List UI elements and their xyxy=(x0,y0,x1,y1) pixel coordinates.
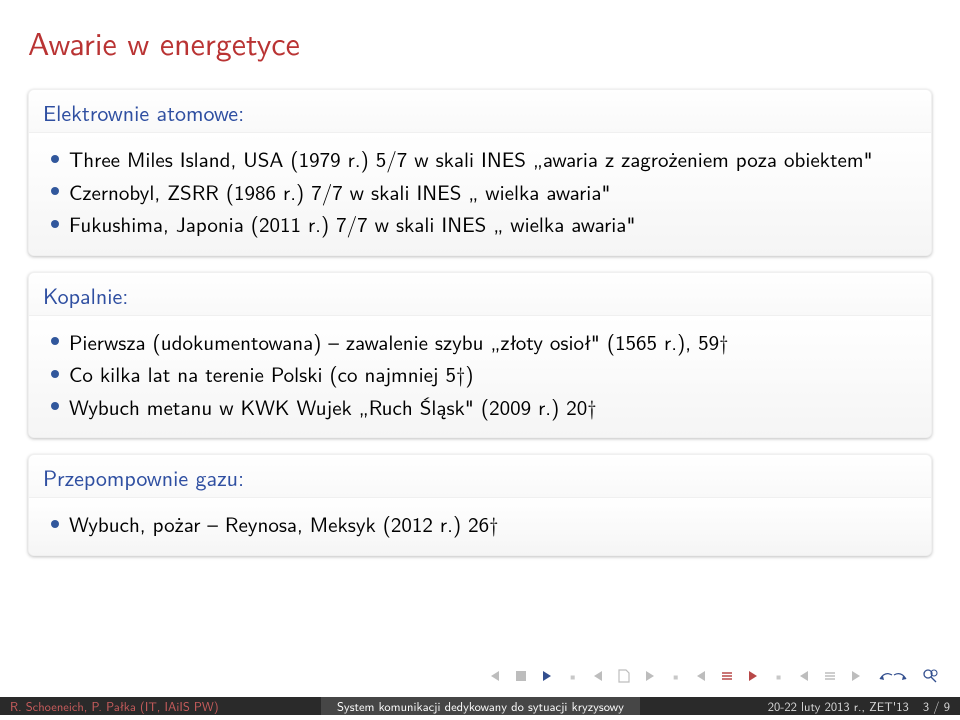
list-item: Czernobyl, ZSRR (1986 r.) 7/7 w skali IN… xyxy=(47,176,917,209)
nav-next-sub-icon[interactable] xyxy=(850,670,862,682)
list-item: Fukushima, Japonia (2011 r.) 7/7 w skali… xyxy=(47,208,917,241)
list-item: Pierwsza (udokumentowana) – zawalenie sz… xyxy=(47,326,917,359)
block-title: Elektrownie atomowe: xyxy=(29,90,931,133)
nav-fwd-icon[interactable] xyxy=(541,670,553,682)
slide-content: Elektrownie atomowe: Three Miles Island,… xyxy=(0,89,960,692)
footer: R. Schoeneich, P. Pałka (IT, IAiIS PW) S… xyxy=(0,692,960,720)
block-body: Three Miles Island, USA (1979 r.) 5/7 w … xyxy=(29,133,931,255)
nav-doc-icon[interactable] xyxy=(618,669,630,683)
nav-fwd2-icon[interactable] xyxy=(644,670,656,682)
nav-back-icon[interactable] xyxy=(489,670,501,682)
footer-date: 20-22 luty 2013 r., ZET'13 3 / 9 xyxy=(640,697,960,715)
nav-back2-icon[interactable] xyxy=(592,670,604,682)
nav-undo-icon[interactable] xyxy=(876,669,908,683)
footer-authors: R. Schoeneich, P. Pałka (IT, IAiIS PW) xyxy=(0,697,321,715)
list-item: Wybuch, pożar – Reynosa, Meksyk (2012 r.… xyxy=(47,508,917,541)
nav-prev-sec-icon[interactable] xyxy=(695,670,707,682)
list-item: Co kilka lat na terenie Polski (co najmn… xyxy=(47,358,917,391)
nav-sep-icon: • xyxy=(670,666,681,686)
block-przepompownie: Przepompownie gazu: Wybuch, pożar – Reyn… xyxy=(28,454,932,556)
footer-date-text: 20-22 luty 2013 r., ZET'13 xyxy=(768,697,909,715)
block-title: Kopalnie: xyxy=(29,273,931,316)
block-body: Wybuch, pożar – Reynosa, Meksyk (2012 r.… xyxy=(29,498,931,555)
slide-title: Awarie w energetyce xyxy=(0,0,960,89)
footer-page-number: 3 / 9 xyxy=(923,697,950,715)
block-body: Pierwsza (udokumentowana) – zawalenie sz… xyxy=(29,316,931,438)
nav-prev-sub-icon[interactable] xyxy=(798,670,810,682)
nav-search-icon[interactable] xyxy=(922,668,938,684)
nav-sep-icon: • xyxy=(567,666,578,686)
nav-lines2-icon[interactable] xyxy=(824,670,836,682)
block-kopalnie: Kopalnie: Pierwsza (udokumentowana) – za… xyxy=(28,272,932,439)
nav-next-sec-icon[interactable] xyxy=(747,670,759,682)
footer-title: System komunikacji dedykowany do sytuacj… xyxy=(321,697,641,715)
nav-rect-icon[interactable] xyxy=(515,670,527,682)
nav-lines-icon[interactable] xyxy=(721,670,733,682)
block-elektrownie: Elektrownie atomowe: Three Miles Island,… xyxy=(28,89,932,256)
block-title: Przepompownie gazu: xyxy=(29,455,931,498)
nav-symbols: • • • xyxy=(489,666,938,686)
list-item: Three Miles Island, USA (1979 r.) 5/7 w … xyxy=(47,143,917,176)
list-item: Wybuch metanu w KWK Wujek „Ruch Śląsk" (… xyxy=(47,391,917,424)
nav-sep-icon: • xyxy=(773,666,784,686)
